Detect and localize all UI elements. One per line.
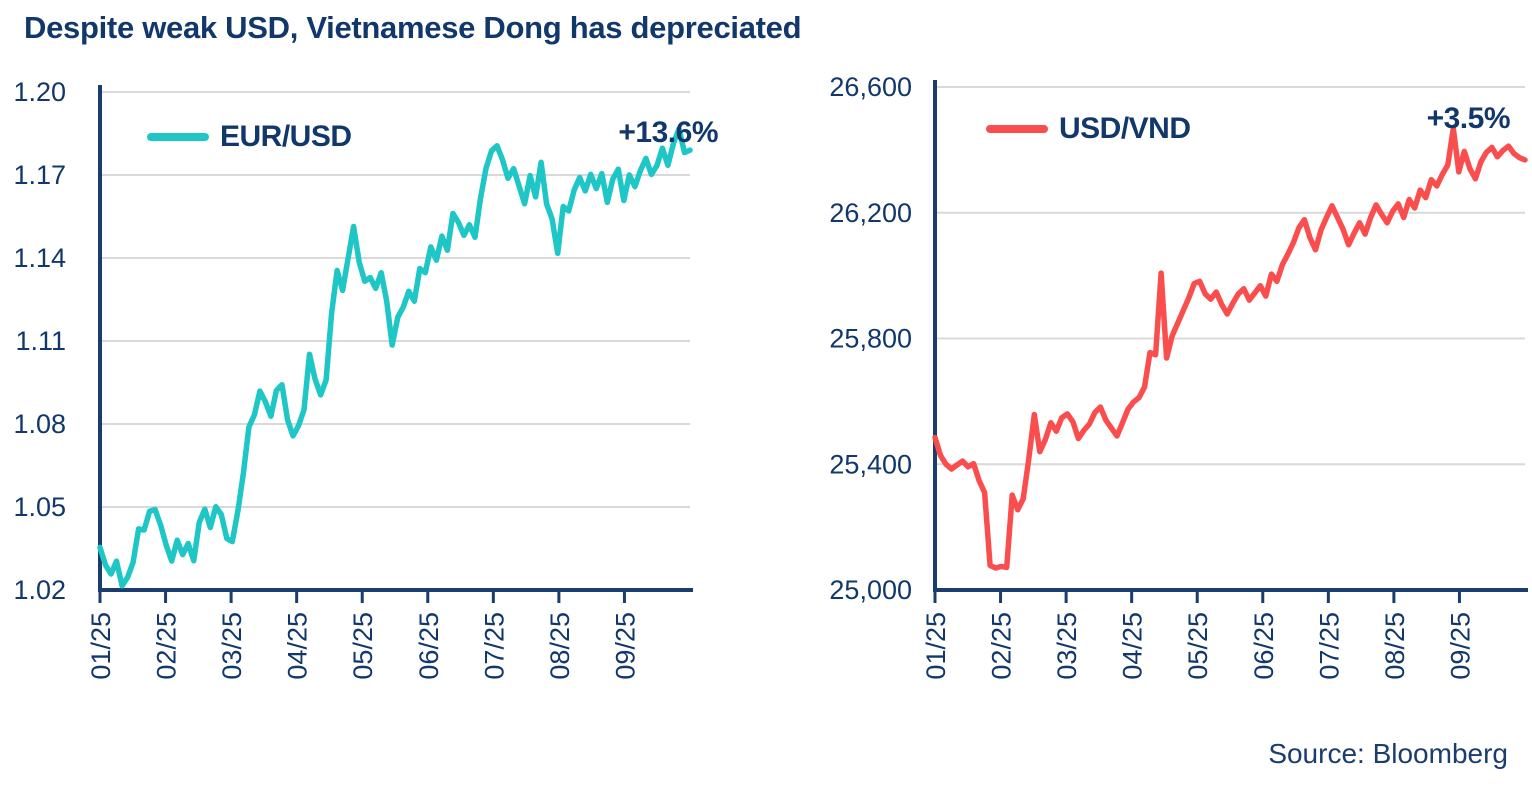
x-tick-label: 07/25 [1314, 612, 1344, 680]
y-tick-label: 1.05 [13, 492, 66, 522]
usdvnd-chart: 26,600 26,200 25,800 25,400 25,000 01/25 02/25… [829, 72, 1528, 680]
x-tick-label: 01/25 [86, 612, 116, 680]
y-tick-label: 1.08 [13, 409, 66, 439]
usdvnd-change-annotation: +3.5% [1426, 102, 1511, 135]
x-tick-label: 01/25 [921, 612, 951, 680]
usdvnd-legend-swatch-icon [986, 125, 1048, 133]
y-tick-label: 1.02 [13, 575, 66, 605]
x-tick-label: 06/25 [1249, 612, 1279, 680]
x-tick-label: 08/25 [545, 612, 575, 680]
x-tick-label: 03/25 [217, 612, 247, 680]
y-tick-label: 25,800 [829, 324, 912, 354]
eurusd-legend-swatch-icon [147, 133, 209, 141]
y-tick-label: 26,200 [829, 198, 912, 228]
eurusd-chart: 1.20 1.17 1.14 1.11 1.08 1.05 1.02 01/25 02/25 03… [13, 77, 693, 680]
x-tick-label: 07/25 [479, 612, 509, 680]
eurusd-legend-label: EUR/USD [220, 120, 352, 153]
eurusd-line [97, 126, 693, 589]
x-tick-label: 06/25 [414, 612, 444, 680]
x-tick-label: 02/25 [987, 612, 1017, 680]
page-title: Despite weak USD, Vietnamese Dong has de… [24, 10, 802, 45]
x-tick-label: 02/25 [152, 612, 182, 680]
y-tick-label: 26,600 [829, 72, 912, 102]
x-tick-label: 04/25 [283, 612, 313, 680]
eurusd-legend: EUR/USD [147, 120, 352, 154]
x-tick-label: 05/25 [348, 612, 378, 680]
x-tick-label: 08/25 [1380, 612, 1410, 680]
y-tick-label: 1.14 [13, 243, 66, 273]
eurusd-change-annotation: +13.6% [618, 116, 718, 149]
y-tick-label: 1.20 [13, 77, 66, 107]
x-tick-label: 09/25 [610, 612, 640, 680]
y-tick-label: 1.11 [15, 326, 66, 356]
x-tick-label: 09/25 [1445, 612, 1475, 680]
y-tick-label: 25,400 [829, 449, 912, 479]
x-tick-label: 05/25 [1183, 612, 1213, 680]
usdvnd-legend: USD/VND [986, 112, 1191, 146]
y-tick-label: 1.17 [13, 160, 66, 190]
source-note: Source: Bloomberg [1268, 738, 1508, 769]
x-tick-label: 04/25 [1118, 612, 1148, 680]
usdvnd-line [932, 125, 1528, 571]
x-tick-label: 03/25 [1052, 612, 1082, 680]
usdvnd-legend-label: USD/VND [1059, 112, 1191, 145]
y-tick-label: 25,000 [829, 575, 912, 605]
